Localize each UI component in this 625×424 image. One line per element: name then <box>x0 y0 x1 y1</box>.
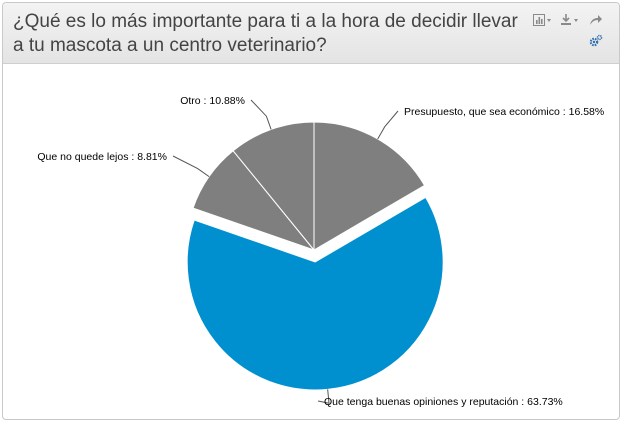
chart-header: ¿Qué es lo más importante para ti a la h… <box>3 3 619 64</box>
leader-line <box>377 110 399 140</box>
bar-chart-icon[interactable] <box>533 14 555 26</box>
settings-icon[interactable] <box>589 34 603 48</box>
leader-line <box>172 155 210 178</box>
leader-line <box>250 99 272 130</box>
pie-slice[interactable] <box>186 196 444 391</box>
chart-title: ¿Qué es lo más importante para ti a la h… <box>13 10 533 58</box>
chart-title-line2: a tu mascota a un centro veterinario? <box>13 35 327 56</box>
share-icon[interactable] <box>589 14 603 26</box>
chart-toolbar <box>531 12 611 52</box>
slice-label: Presupuesto, que sea económico : 16.58% <box>404 106 604 118</box>
slice-label: Que no quede lejos : 8.81% <box>37 151 167 163</box>
chart-title-line1: ¿Qué es lo más importante para ti a la h… <box>13 11 518 32</box>
pie-chart: Presupuesto, que sea económico : 16.58% Q… <box>37 95 604 408</box>
pie-slice[interactable] <box>232 121 315 252</box>
pie-slice[interactable] <box>313 121 426 251</box>
slice-label: Otro : 10.88% <box>180 95 245 107</box>
leader-line <box>317 389 330 404</box>
slice-label: Que tenga buenas opiniones y reputación … <box>324 396 563 408</box>
chart-panel: ¿Qué es lo más importante para ti a la h… <box>2 2 620 420</box>
pie-chart-area: Presupuesto, que sea económico : 16.58% Q… <box>3 63 619 419</box>
download-icon[interactable] <box>561 14 583 26</box>
